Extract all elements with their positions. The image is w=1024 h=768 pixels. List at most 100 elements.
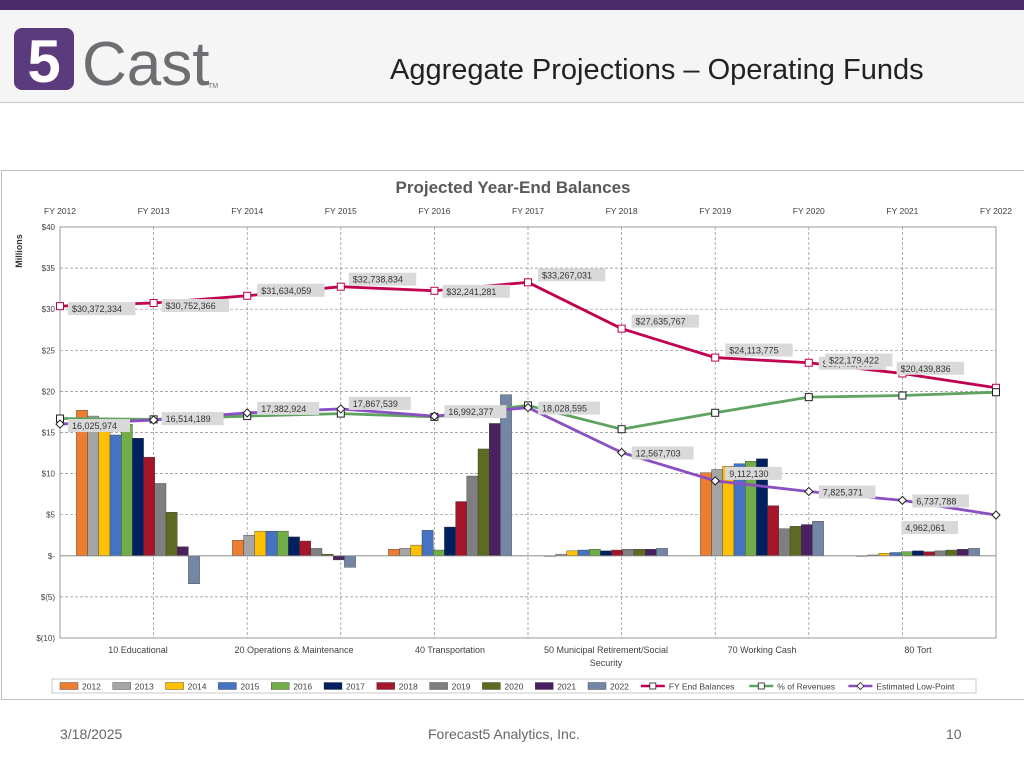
bar xyxy=(165,512,178,557)
fy-axis-label: FY 2019 xyxy=(699,206,731,216)
series-marker xyxy=(991,510,1001,520)
logo-text: Cast xyxy=(82,30,209,97)
data-label-box xyxy=(631,314,699,328)
bar xyxy=(477,448,490,557)
bar xyxy=(577,549,590,556)
data-label-box xyxy=(901,521,958,535)
footer-company: Forecast5 Analytics, Inc. xyxy=(428,726,580,742)
category-label: 70 Working Cash xyxy=(728,645,797,655)
bar xyxy=(812,521,824,556)
bar xyxy=(143,456,156,557)
data-label-box xyxy=(444,405,507,419)
category-label: Security xyxy=(590,658,623,668)
series-marker xyxy=(430,286,439,295)
series-marker xyxy=(336,282,345,291)
data-label: 9,112,130 xyxy=(729,469,768,479)
bar xyxy=(455,501,468,557)
fy-axis-label: FY 2020 xyxy=(793,206,825,216)
data-label: 17,382,924 xyxy=(261,404,306,414)
logo-badge xyxy=(14,28,74,90)
category-label: 40 Transportation xyxy=(415,645,485,655)
legend-label: 2017 xyxy=(346,682,365,692)
data-label-box xyxy=(68,302,136,316)
legend-swatch xyxy=(165,682,184,690)
data-label: $24,113,775 xyxy=(729,346,778,356)
data-label-box xyxy=(257,401,320,415)
bar xyxy=(87,415,99,557)
series-marker xyxy=(523,402,533,413)
category-label: 10 Educational xyxy=(108,645,168,655)
bar xyxy=(132,438,144,556)
data-label: 4,962,061 xyxy=(905,523,945,533)
fy-axis-label: FY 2016 xyxy=(418,206,450,216)
fy-axis-label: FY 2018 xyxy=(606,206,638,216)
chart: Projected Year-End Balances Millions $40 $3… xyxy=(14,178,1012,694)
legend-swatch xyxy=(323,682,343,690)
y-axis-label: Millions xyxy=(14,234,24,268)
data-label: 12,567,703 xyxy=(636,448,681,458)
footer-date: 3/18/2025 xyxy=(60,726,123,742)
bar xyxy=(767,505,779,556)
fy-axis-label: FY 2012 xyxy=(44,206,76,216)
category-label: 20 Operations & Maintenance xyxy=(234,645,353,655)
legend-swatch xyxy=(482,682,501,690)
legend-label: 2018 xyxy=(399,682,418,692)
bar xyxy=(923,551,935,557)
legend-swatch xyxy=(535,682,554,690)
bar xyxy=(433,549,445,556)
data-label-box xyxy=(348,396,411,410)
bar xyxy=(76,410,88,557)
series-marker xyxy=(617,425,626,434)
bar xyxy=(489,423,501,556)
page-number: 10 xyxy=(946,726,962,742)
bar xyxy=(633,549,646,556)
logo-mark: 5 xyxy=(27,28,60,95)
bar xyxy=(176,546,189,556)
bar xyxy=(421,530,434,556)
legend-swatch xyxy=(429,682,448,690)
category-label: 50 Municipal Retirement/Social xyxy=(544,645,668,655)
y-tick-label: $15 xyxy=(42,429,56,438)
series-marker xyxy=(804,358,813,367)
series-marker xyxy=(897,495,908,506)
bar xyxy=(154,483,167,556)
series-marker xyxy=(56,302,64,311)
legend-label: % of Revenues xyxy=(777,682,835,692)
data-label: 7,825,371 xyxy=(823,487,863,497)
legend-swatch xyxy=(59,682,79,690)
page-title: Aggregate Projections – Operating Funds xyxy=(390,54,924,86)
bar xyxy=(700,472,712,557)
fy-axis-label: FY 2015 xyxy=(325,206,357,216)
series-marker xyxy=(429,411,440,421)
legend-label: 2019 xyxy=(452,682,471,692)
series-marker xyxy=(243,291,252,300)
y-tick-label: $35 xyxy=(42,264,56,273)
legend-label: 2016 xyxy=(293,682,312,692)
bar xyxy=(399,548,412,557)
series-marker xyxy=(711,353,720,362)
bar xyxy=(957,549,969,556)
bar xyxy=(232,539,244,557)
series-marker xyxy=(992,388,1000,397)
data-label-box xyxy=(68,419,130,433)
data-label: 16,514,189 xyxy=(166,414,211,424)
series-marker xyxy=(710,476,720,486)
fy-axis-label: FY 2022 xyxy=(980,206,1012,216)
bar xyxy=(912,550,924,557)
bar xyxy=(410,544,423,557)
series-marker xyxy=(336,404,346,414)
bar xyxy=(789,526,802,557)
bar xyxy=(188,555,200,584)
data-label: 6,737,788 xyxy=(916,496,956,506)
series-marker xyxy=(149,299,158,308)
bar xyxy=(288,536,300,557)
bar xyxy=(801,524,813,556)
series-marker xyxy=(616,447,627,458)
series-marker xyxy=(524,278,532,287)
data-label: $31,634,059 xyxy=(261,286,311,296)
bar xyxy=(778,528,791,557)
bar xyxy=(344,555,356,568)
series-marker xyxy=(55,419,65,429)
bar xyxy=(500,394,512,557)
legend-label: 2012 xyxy=(82,682,101,692)
